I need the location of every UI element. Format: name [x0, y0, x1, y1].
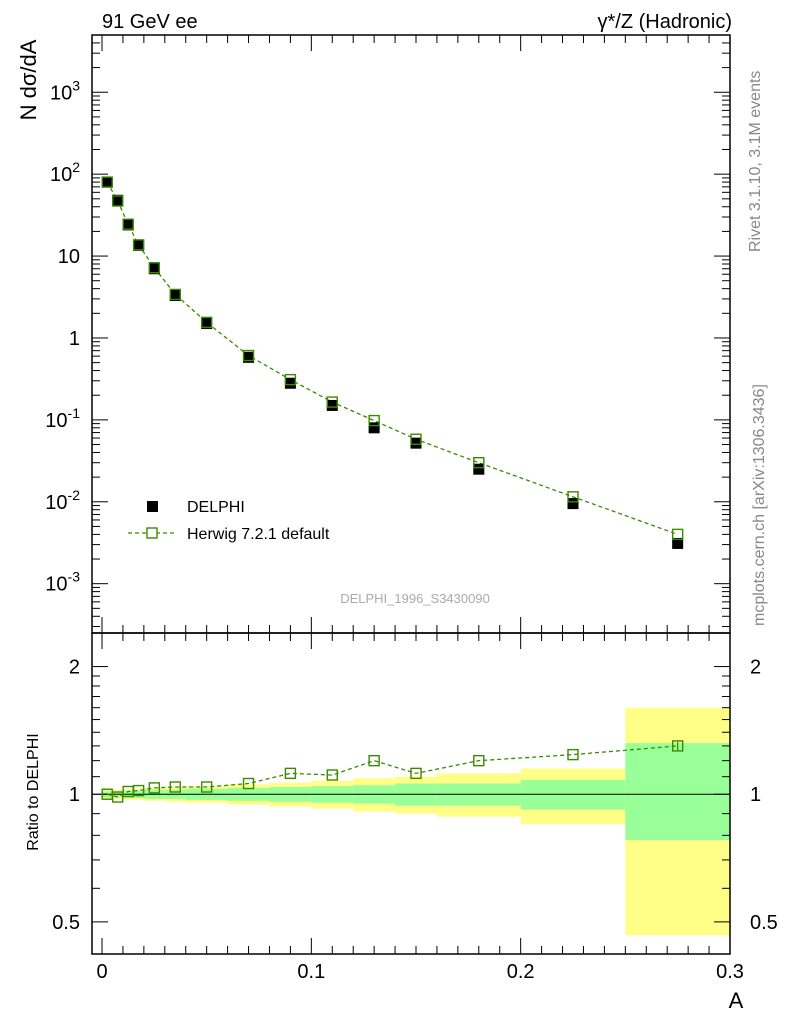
- ratio-ytick-label: 1: [69, 784, 80, 806]
- data-point: [326, 399, 338, 411]
- mc-point: [132, 239, 145, 251]
- data-point: [672, 537, 684, 549]
- mc-point: [567, 491, 579, 503]
- data-point: [133, 239, 145, 251]
- mc-point: [200, 316, 213, 329]
- ratio-plot-frame: [91, 632, 731, 955]
- band-inner-14: [625, 743, 730, 840]
- ratio-ytick-label: 2: [69, 657, 80, 679]
- main-ytick-label: 1: [69, 328, 80, 350]
- main-ytick-label: 103: [50, 77, 80, 104]
- main-ytick-label: 10-3: [45, 569, 80, 596]
- legend-mc-marker: [146, 527, 158, 539]
- data-point: [148, 263, 160, 275]
- data-point: [169, 289, 181, 301]
- main-ylabel: N dσ/dA: [16, 39, 41, 120]
- header-right: γ*/Z (Hadronic): [598, 11, 732, 33]
- mc-point: [242, 349, 255, 362]
- main-ytick-label: 10-2: [45, 487, 80, 514]
- mc-point: [169, 288, 181, 301]
- mc-point: [326, 396, 338, 408]
- mc-point: [122, 218, 134, 230]
- mc-point: [410, 433, 422, 445]
- rivet-note: Rivet 3.1.10, 3.1M events: [747, 71, 764, 252]
- main-ytick-label: 10: [58, 246, 80, 268]
- band-inner-13: [520, 780, 626, 810]
- mc-point: [368, 414, 380, 427]
- ratio-ytick-label: 0.5: [52, 912, 80, 934]
- ratio-mc-line: [107, 745, 678, 798]
- watermark: DELPHI_1996_S3430090: [340, 591, 490, 606]
- ratio-point: [368, 754, 380, 767]
- x-axis-label: A: [729, 988, 744, 1013]
- data-point: [112, 194, 124, 206]
- mc-point: [671, 528, 684, 541]
- ratio-ytick-label-right: 1: [750, 784, 761, 806]
- mc-point: [101, 176, 113, 188]
- ratio-point: [326, 769, 338, 781]
- data-point: [473, 463, 485, 475]
- data-point: [567, 498, 579, 510]
- data-point: [243, 351, 255, 363]
- legend-data-marker: [147, 501, 158, 512]
- series-lines: [92, 181, 730, 798]
- legend: DELPHI Herwig 7.2.1 default: [128, 499, 330, 543]
- axes-frames: [91, 34, 731, 955]
- mc-point: [148, 262, 161, 274]
- data-point: [284, 377, 296, 389]
- xtick-label: 0.1: [297, 961, 325, 983]
- series-markers: [101, 176, 684, 803]
- main-ytick-label: 10-1: [45, 405, 80, 432]
- ratio-point: [200, 781, 213, 793]
- data-point: [122, 219, 134, 231]
- main-mc-line: [106, 181, 678, 535]
- ratio-point: [567, 748, 579, 761]
- mc-point: [473, 457, 485, 469]
- ratio-point: [132, 784, 145, 797]
- main-plot-frame: [91, 34, 731, 634]
- ratio-ytick-label-right: 2: [750, 657, 761, 679]
- data-point: [368, 422, 380, 434]
- ratio-point: [410, 767, 422, 780]
- ratio-point: [671, 740, 684, 752]
- mcplots-note: mcplots.cern.ch [arXiv:1306.3436]: [751, 384, 768, 626]
- axis-ticks: [92, 34, 731, 954]
- ratio-point: [473, 754, 485, 767]
- legend-data-label: DELPHI: [187, 499, 245, 516]
- data-point: [101, 176, 113, 188]
- ratio-ytick-label-right: 0.5: [750, 912, 778, 934]
- xtick-label: 0.3: [716, 961, 744, 983]
- ratio-point: [169, 781, 181, 793]
- ratio-ylabel: Ratio to DELPHI: [25, 733, 42, 850]
- ratio-point: [284, 767, 297, 780]
- ratio-point: [242, 777, 255, 790]
- header-left: 91 GeV ee: [102, 11, 198, 33]
- main-ytick-label: 102: [50, 159, 80, 186]
- data-point: [201, 318, 213, 330]
- xtick-label: 0: [96, 961, 107, 983]
- data-point: [410, 437, 422, 449]
- mc-point: [284, 373, 297, 386]
- tick-labels: 10-3 10-2 10-1 1 10 102 103 0.5 0.5 1 1 2 2 0 0.1 0.2 0.…: [45, 77, 778, 983]
- legend-mc-label: Herwig 7.2.1 default: [187, 526, 330, 543]
- ratio-point: [148, 782, 161, 794]
- xtick-label: 0.2: [507, 961, 535, 983]
- ratio-uncertainty-bands: [102, 707, 730, 936]
- mc-point: [111, 195, 124, 207]
